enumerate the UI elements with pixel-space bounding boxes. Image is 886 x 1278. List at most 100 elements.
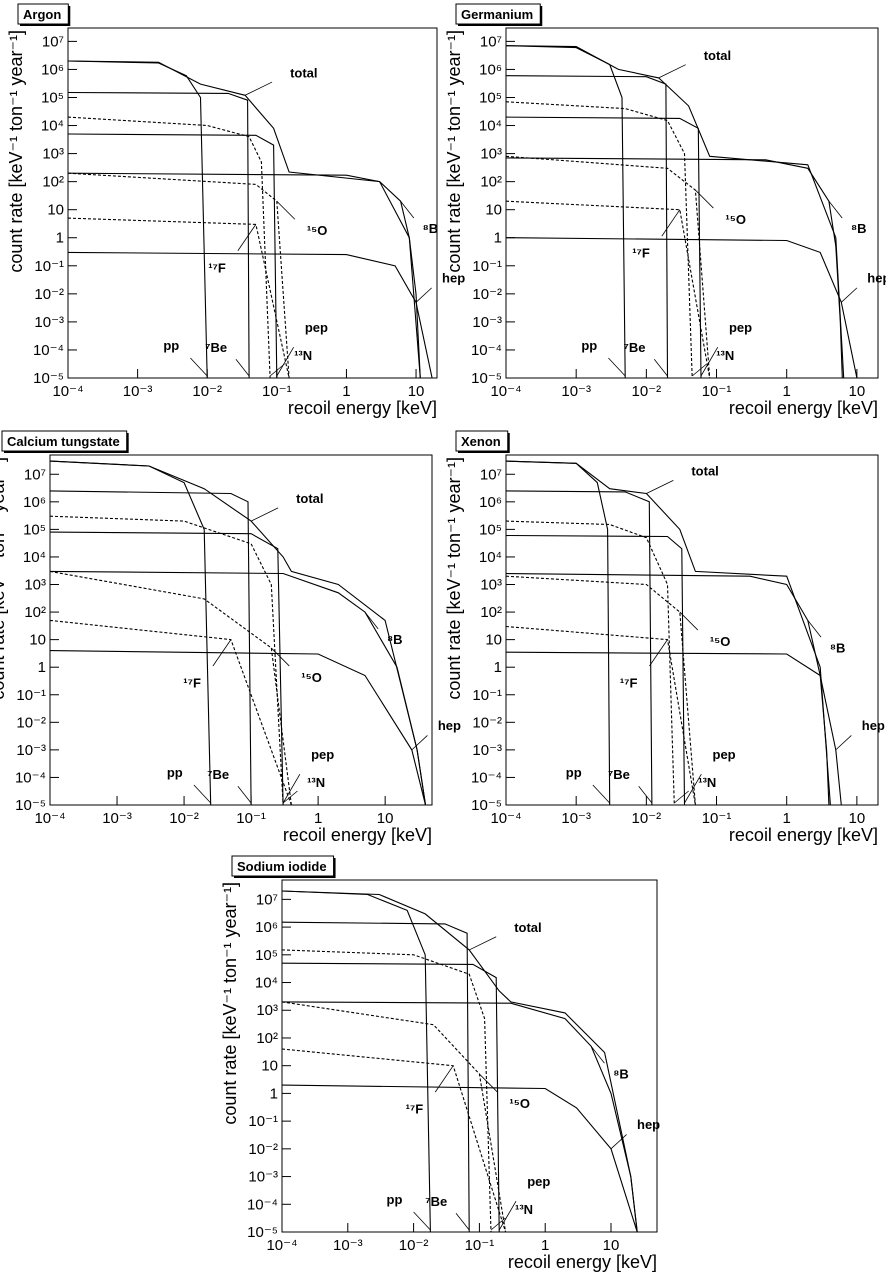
title-box [455,3,541,25]
annotation-leader [237,785,252,804]
annotation-leader [250,507,279,522]
annotation-leader [411,735,428,751]
x-tick-label: 1 [783,383,791,400]
x-tick-label: 10⁻² [399,1237,429,1254]
y-tick-label: 10⁻³ [472,742,502,759]
y-tick-label: 10⁻³ [248,1169,278,1186]
x-tick-label: 10 [849,810,866,827]
series-line [67,251,433,379]
curve-label: pp [387,1192,403,1207]
x-tick-label: 10⁻¹ [465,1237,495,1254]
x-tick-label: 1 [783,810,791,827]
y-tick-label: 10⁻² [16,714,46,731]
x-tick-label: 10⁻² [632,383,662,400]
series-line [505,45,626,379]
y-tick-label: 10⁶ [41,61,64,78]
series-line [49,531,284,806]
y-tick-label: 10⁻¹ [34,258,64,275]
series-line [67,116,271,379]
annotation-leader [455,1212,470,1231]
curve-label: ¹³N [294,348,312,363]
panel: 10⁻⁴ 10⁻³ 10⁻² 10⁻¹ 1 1010⁻⁵10⁻⁴10⁻³10⁻²10⁻¹1… [444,3,886,418]
curve-label: ¹⁷F [620,676,638,691]
x-tick-label: 10⁻¹ [702,810,732,827]
annotation-leader [807,620,822,638]
series-line [281,949,492,1233]
x-axis-label: recoil energy [keV] [729,825,878,845]
series-line [505,101,693,379]
y-tick-label: 10⁵ [255,947,278,964]
panel: 10⁻⁴ 10⁻³ 10⁻² 10⁻¹ 1 1010⁻⁵10⁻⁴10⁻³10⁻²10⁻¹1… [444,430,885,845]
curve-label: ⁷Be [205,340,227,355]
annotation-leader [684,773,702,804]
series-line [49,650,427,806]
annotation-leader [695,189,714,209]
y-axis-label: count rate [keV⁻¹ ton⁻¹ year⁻¹] [6,30,26,273]
y-tick-label: 10⁶ [479,61,502,78]
curve-label: hep [442,270,465,285]
series-line [67,60,208,379]
series-line [49,490,252,806]
annotation-leader [490,1217,506,1231]
y-tick-label: 10⁻² [248,1141,278,1158]
panel-title: Germanium [461,7,533,22]
y-tick-label: 10⁴ [255,975,278,992]
series-line [505,490,653,806]
curve-label: ¹⁵O [725,212,746,227]
y-tick-label: 10⁴ [23,549,46,566]
x-axis-label: recoil energy [keV] [288,398,437,418]
curve-label: ⁸B [613,1066,629,1081]
series-line [505,200,711,379]
curve-label: ¹⁷F [208,260,226,275]
x-tick-label: 10⁻² [192,383,222,400]
plot-frame [67,27,438,379]
y-tick-label: 10⁻⁴ [471,769,502,786]
curve-label: pp [167,765,183,780]
annotation-leader [653,358,668,377]
series-line [281,1084,638,1233]
y-tick-label: 10⁻⁴ [471,342,502,359]
y-tick-label: 10 [261,1058,278,1075]
series-line [505,534,686,806]
curve-label: ⁸B [387,632,403,647]
x-tick-label: 10 [408,383,425,400]
curve-label: pp [163,338,179,353]
y-tick-label: 10⁻³ [34,314,64,331]
y-tick-label: 10⁵ [41,89,64,106]
x-tick-label: 1 [541,1237,549,1254]
y-tick-label: 10⁶ [255,919,278,936]
y-tick-label: 10⁷ [480,33,502,50]
x-tick-label: 10⁻¹ [702,383,732,400]
series-line [505,237,858,379]
y-axis-label: count rate [keV⁻¹ ton⁻¹ year⁻¹] [220,882,240,1125]
curve-label: pep [311,747,334,762]
series-line [505,116,702,379]
y-tick-label: 1 [38,659,46,676]
y-axis-label: count rate [keV⁻¹ ton⁻¹ year⁻¹] [444,30,464,273]
y-tick-label: 10⁴ [41,118,64,135]
y-tick-label: 10 [29,632,46,649]
annotation-leader [413,1211,431,1231]
y-tick-label: 10² [256,1030,278,1047]
curve-label: ⁸B [830,640,846,655]
y-tick-label: 10⁷ [42,33,64,50]
annotation-leader [610,1134,627,1150]
annotation-leader [434,1065,454,1093]
series-line [67,172,421,379]
y-tick-label: 10⁷ [256,891,278,908]
annotation-leader [235,358,250,377]
curve-label: ⁸B [851,221,867,236]
annotation-leader [276,200,296,220]
curve-label: pp [566,765,582,780]
curve-label: ⁷Be [425,1194,447,1209]
curve-label: ¹⁵O [509,1096,530,1111]
x-tick-label: 10⁻⁴ [52,383,83,400]
curve-label: pp [581,338,597,353]
annotation-leader [841,287,858,303]
x-tick-label: 10⁻³ [561,383,591,400]
y-tick-label: 10² [42,174,64,191]
annotation-leader [658,64,686,79]
curve-label: total [704,48,731,63]
y-tick-label: 1 [270,1085,278,1102]
